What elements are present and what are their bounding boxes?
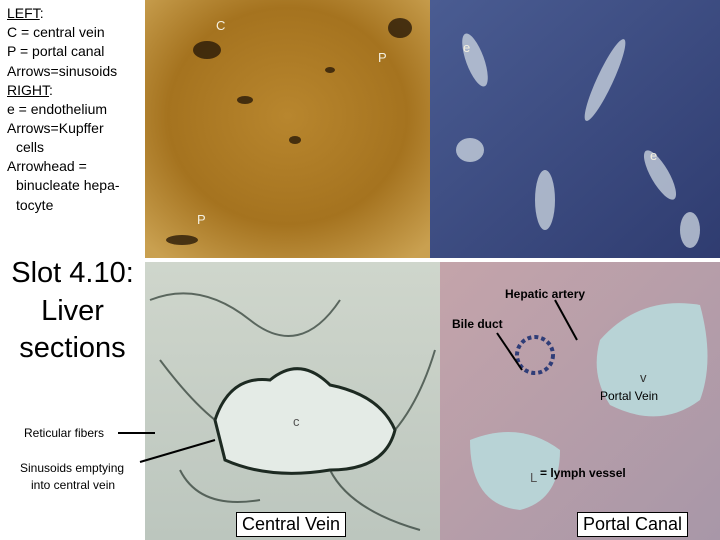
micrograph-left-top — [145, 0, 430, 258]
title-line: sections — [19, 332, 126, 364]
legend-line: tocyte — [16, 197, 54, 213]
image-letter: P — [378, 50, 387, 65]
image-letter: c — [293, 414, 300, 429]
lymph-vessel-shape — [470, 432, 560, 510]
legend-left-heading: LEFT — [7, 5, 40, 21]
legend-heading: RIGHT: — [7, 81, 53, 100]
image-letter: P — [197, 212, 206, 227]
legend-heading: LEFT: — [7, 4, 44, 23]
central-vein-shape — [213, 367, 397, 475]
sinusoid-streaks — [456, 33, 700, 248]
image-letter: C — [216, 18, 226, 33]
image-letter: e — [463, 40, 471, 55]
label: Sinusoids emptying — [20, 461, 125, 475]
legend-line: Arrows=Kupffer — [7, 120, 104, 136]
legend-line: P = portal canal — [7, 43, 105, 59]
legend-line: Arrows=sinusoids — [7, 63, 118, 79]
label: Bile duct — [452, 317, 503, 331]
legend-right-heading: RIGHT — [7, 82, 49, 98]
label: Reticular fibers — [24, 426, 105, 440]
reticular-network — [149, 292, 436, 531]
title-line: Liver — [41, 295, 104, 327]
legend-colon: : — [39, 5, 44, 21]
leader-lines — [118, 299, 578, 463]
image-letter: v — [640, 370, 647, 385]
image-letter: L — [530, 470, 538, 485]
legend-line: Arrowhead = — [7, 158, 87, 174]
portal-vein-shape — [596, 303, 708, 417]
legend-colon: : — [49, 82, 53, 98]
legend-line: C = central vein — [7, 24, 105, 40]
label: = lymph vessel — [540, 466, 626, 480]
bile-duct-shape — [515, 335, 555, 375]
image-letter: e — [650, 148, 658, 163]
legend-line: cells — [16, 139, 45, 155]
label: Portal Vein — [600, 389, 659, 403]
panel-caption: Portal Canal — [577, 512, 689, 537]
label: Hepatic artery — [505, 287, 586, 301]
micrograph-right-top — [430, 0, 720, 258]
legend-line: binucleate hepa- — [16, 177, 120, 193]
label: into central vein — [31, 478, 116, 492]
legend-line: e = endothelium — [7, 101, 108, 117]
texture — [166, 18, 412, 245]
panel-caption: Central Vein — [236, 512, 347, 537]
title-line: Slot 4.10: — [11, 257, 134, 289]
